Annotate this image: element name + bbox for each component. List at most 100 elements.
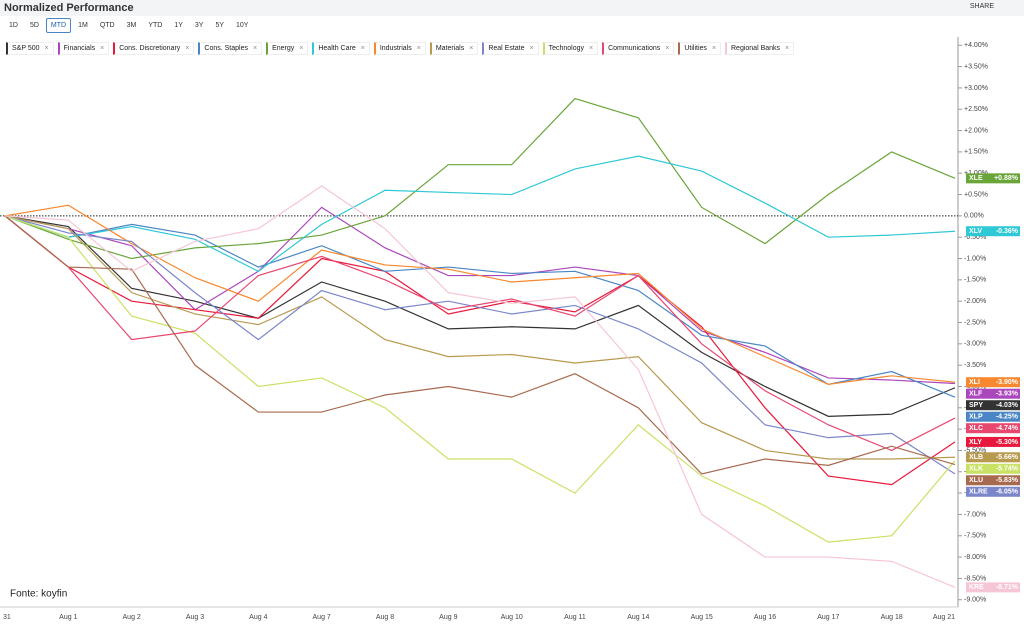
legend-chip[interactable]: S&P 500 × — [6, 42, 54, 55]
end-label-value: -6.05% — [996, 489, 1019, 496]
series-line — [4, 215, 956, 475]
x-tick-label: Aug 4 — [249, 614, 267, 621]
end-label: XLY -5.30% — [966, 436, 1020, 447]
end-label: XLU -5.83% — [966, 475, 1020, 486]
remove-icon[interactable]: × — [529, 45, 534, 52]
period-tab[interactable]: YTD — [148, 22, 163, 29]
legend-chip[interactable]: Industrials × — [373, 42, 426, 55]
period-tab[interactable]: 5Y — [215, 22, 225, 29]
end-label-value: -5.74% — [996, 466, 1019, 473]
x-tick-label: Aug 10 — [501, 614, 523, 621]
end-label: XLF -3.93% — [966, 388, 1020, 399]
remove-icon[interactable]: × — [299, 45, 304, 52]
y-tick-label: -3.50% — [964, 362, 986, 369]
y-tick-label: -1.00% — [964, 255, 986, 262]
period-tab[interactable]: 3M — [126, 22, 137, 29]
remove-icon[interactable]: × — [416, 45, 421, 52]
end-label: XLRE -6.05% — [966, 486, 1020, 497]
period-tab[interactable]: 5D — [29, 22, 39, 29]
legend-label: Cons. Discretionary — [119, 45, 181, 52]
end-label-value: -3.90% — [996, 379, 1019, 386]
x-tick-label: 31 — [3, 614, 11, 621]
period-tab[interactable]: MTD — [45, 18, 72, 33]
series-line — [4, 97, 956, 260]
end-label-value: -4.25% — [996, 414, 1019, 421]
legend-chip[interactable]: Technology × — [542, 42, 599, 55]
header-bar: Normalized Performance SHARE — [0, 0, 1024, 16]
end-label: XLB -5.66% — [966, 452, 1020, 463]
period-tab[interactable]: 10Y — [236, 22, 249, 29]
end-label-value: -0.36% — [996, 228, 1019, 235]
end-label-value: -8.71% — [996, 584, 1019, 591]
series-line — [4, 215, 956, 452]
remove-icon[interactable]: × — [785, 45, 790, 52]
end-label: KRE -8.71% — [966, 582, 1020, 593]
remove-icon[interactable]: × — [44, 45, 49, 52]
x-tick-label: Aug 11 — [564, 614, 586, 621]
end-label: XLV -0.36% — [966, 226, 1020, 237]
legend-label: Utilities — [684, 45, 707, 52]
end-label-ticker: XLP — [969, 414, 983, 421]
share-button[interactable]: SHARE — [969, 3, 994, 10]
series-line — [4, 215, 956, 417]
legend-chip[interactable]: Cons. Staples × — [198, 42, 263, 55]
legend-label: Financials — [63, 45, 96, 52]
legend-chip[interactable]: Materials × — [429, 42, 479, 55]
legend-chip[interactable]: Cons. Discretionary × — [113, 42, 195, 55]
legend-chip[interactable]: Energy × — [266, 42, 309, 55]
y-tick-label: +2.50% — [964, 106, 988, 113]
remove-icon[interactable]: × — [185, 45, 190, 52]
end-label-ticker: XLI — [969, 379, 980, 386]
end-label: XLE +0.88% — [966, 173, 1020, 184]
y-tick-label: +2.00% — [964, 127, 988, 134]
end-label-ticker: XLE — [969, 175, 983, 182]
plot-area — [0, 37, 958, 607]
end-label-ticker: XLF — [969, 391, 983, 398]
remove-icon[interactable]: × — [469, 45, 474, 52]
end-label-box — [966, 423, 1020, 434]
x-tick-label: Aug 3 — [186, 614, 204, 621]
series-line — [4, 185, 956, 588]
legend-chip[interactable]: Regional Banks × — [725, 42, 795, 55]
end-label-ticker: XLV — [969, 228, 982, 235]
end-label: XLI -3.90% — [966, 377, 1020, 388]
end-label-box — [966, 486, 1020, 497]
y-tick-label: 0.00% — [964, 213, 984, 220]
period-tab[interactable]: 1Y — [174, 22, 183, 29]
legend-chip[interactable]: Financials × — [57, 42, 110, 55]
period-tab[interactable]: QTD — [99, 22, 115, 29]
series-line — [4, 215, 956, 543]
period-tab[interactable]: 1M — [78, 22, 88, 29]
remove-icon[interactable]: × — [360, 45, 365, 52]
series-line — [4, 204, 956, 385]
remove-icon[interactable]: × — [100, 45, 105, 52]
remove-icon[interactable]: × — [589, 45, 594, 52]
remove-icon[interactable]: × — [711, 45, 716, 52]
y-tick-label: -7.50% — [964, 533, 986, 540]
end-label-value: -3.93% — [996, 391, 1019, 398]
x-tick-label: Aug 17 — [817, 614, 839, 621]
x-tick-label: Aug 15 — [691, 614, 713, 621]
end-label-box — [966, 475, 1020, 486]
end-label-box — [966, 452, 1020, 463]
end-label-value: -4.74% — [996, 425, 1019, 432]
end-label-box — [966, 582, 1020, 593]
legend-chip[interactable]: Health Care × — [312, 42, 370, 55]
legend-chip[interactable]: Real Estate × — [482, 42, 539, 55]
y-tick-label: -3.00% — [964, 341, 986, 348]
x-tick-label: Aug 21 — [933, 614, 955, 621]
remove-icon[interactable]: × — [252, 45, 258, 52]
y-tick-label: +1.50% — [964, 149, 988, 156]
end-label-ticker: KRE — [969, 584, 984, 591]
legend-label: Health Care — [318, 45, 356, 52]
legend-chip[interactable]: Communications × — [602, 42, 675, 55]
end-label-ticker: XLY — [969, 439, 982, 446]
remove-icon[interactable]: × — [665, 45, 670, 52]
y-tick-label: -0.50% — [964, 234, 986, 241]
legend-label: Materials — [435, 45, 465, 52]
end-label-value: -4.03% — [996, 402, 1019, 409]
legend-chip[interactable]: Utilities × — [678, 42, 721, 55]
period-tab[interactable]: 1D — [9, 22, 18, 29]
y-tick-label: -8.50% — [964, 575, 986, 582]
period-tab[interactable]: 3Y — [194, 22, 204, 29]
